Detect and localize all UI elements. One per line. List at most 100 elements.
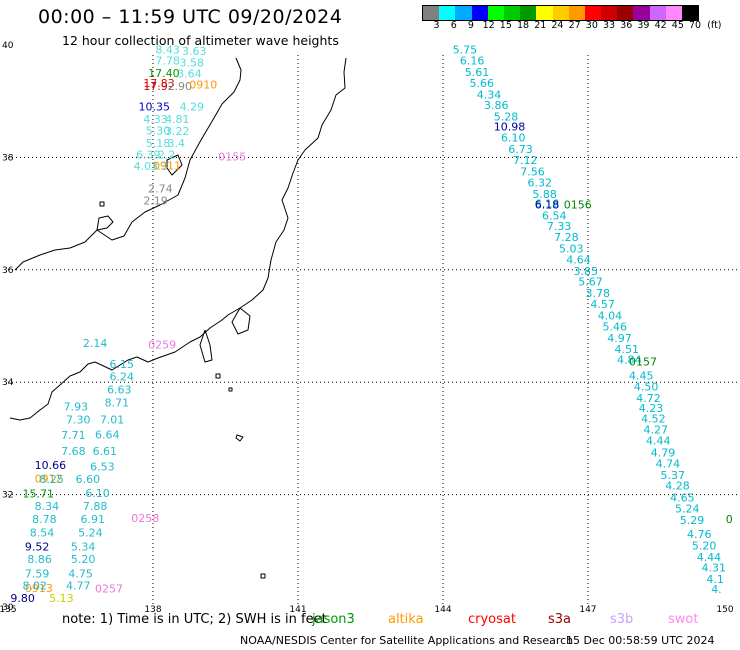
wave-height-value: 4.64	[566, 254, 591, 267]
colorbar-label: 12	[482, 20, 495, 31]
wave-height-value: 6.32	[528, 177, 553, 190]
wave-height-value: 4.57	[590, 298, 615, 311]
wave-height-value: 4.72	[636, 392, 661, 405]
wave-height-value: 6.60	[76, 473, 101, 486]
wave-height-value: 4.31	[702, 562, 727, 575]
wave-height-value: 4.44	[697, 551, 722, 564]
colorbar-swatch	[439, 6, 456, 20]
wave-height-value: 8.34	[35, 500, 60, 513]
wave-height-value: 7.12	[513, 154, 538, 167]
wave-height-value: 5.28	[494, 110, 519, 123]
colorbar-label: 3	[433, 20, 440, 31]
wave-height-value: 6.73	[508, 143, 533, 156]
wave-height-value: 5.29	[680, 514, 705, 527]
wave-height-value: 6.16	[535, 197, 560, 210]
colorbar-label: 24	[551, 20, 564, 31]
pass-time-label: 0257	[95, 582, 123, 595]
pass-time-label: 0910	[189, 78, 217, 91]
wave-height-value: 4.	[711, 583, 722, 596]
wave-height-value: 4.44	[646, 435, 671, 448]
colorbar-swatch	[487, 6, 504, 20]
colorbar-swatch	[682, 6, 699, 20]
wave-height-value: 4.04	[598, 309, 623, 322]
wave-height-value: 5.34	[71, 540, 96, 553]
wave-height-value: 3.58	[180, 56, 205, 69]
wave-height-value: 7.93	[64, 400, 89, 413]
lon-tick-label: 150	[716, 605, 733, 615]
wave-height-value: 6.64	[95, 428, 120, 441]
wave-height-value: 8.02	[22, 580, 47, 593]
colorbar-swatch	[423, 6, 440, 20]
colorbar-label: 39	[637, 20, 650, 31]
wave-height-value: 8.54	[30, 526, 55, 539]
legend-altika: altika	[388, 612, 424, 627]
wave-height-value: 5.20	[692, 540, 717, 553]
pass-time-label: 0259	[148, 339, 176, 352]
wave-height-value: 6.39	[136, 149, 161, 162]
colorbar-label: 6	[450, 20, 457, 31]
wave-height-value: 4.28	[665, 480, 690, 493]
colorbar-label: 15	[499, 20, 512, 31]
wave-height-value: 10.66	[35, 459, 66, 472]
wave-height-value: 6.53	[90, 461, 115, 474]
colorbar-label: 33	[603, 20, 616, 31]
wave-height-value: 7.56	[520, 165, 545, 178]
pass-time-label: 0911	[153, 159, 181, 172]
wave-height-value: 5.30	[146, 124, 171, 137]
wave-height-value: 4.77	[66, 580, 91, 593]
wave-height-value: 8.25	[39, 473, 64, 486]
footnote: note: 1) Time is in UTC; 2) SWH is in fe…	[62, 612, 327, 627]
lon-tick-label: 138	[144, 605, 161, 615]
small-island-1	[215, 373, 221, 379]
wave-height-value: 4.97	[607, 332, 632, 345]
wave-height-value: 2.90	[167, 80, 192, 93]
credit-line: NOAA/NESDIS Center for Satellite Applica…	[240, 634, 574, 647]
pass-time-label: 0	[726, 513, 733, 526]
wave-height-value: 6.24	[109, 371, 134, 384]
wave-height-value: 4.76	[687, 528, 712, 541]
colorbar-label: 42	[654, 20, 667, 31]
colorbar-swatch	[584, 6, 602, 20]
wave-height-value: 4.51	[615, 343, 640, 356]
map-subtitle: 12 hour collection of altimeter wave hei…	[62, 33, 339, 48]
lon-tick-label: 141	[289, 605, 306, 615]
wave-height-value: 5.75	[453, 43, 478, 56]
wave-height-value: 7.33	[547, 220, 572, 233]
wave-height-value: 8.43	[155, 43, 180, 56]
pass-time-label: 0155	[218, 150, 246, 163]
wave-height-value: 5.24	[78, 526, 103, 539]
small-island-3	[235, 434, 244, 442]
wave-height-value: 4.75	[68, 567, 93, 580]
colorbar-label: 36	[620, 20, 633, 31]
wave-height-value: 4.27	[644, 423, 669, 436]
lon-tick-label: 135	[0, 605, 17, 615]
pass-time-label: 0258	[131, 512, 159, 525]
colorbar-swatch	[601, 6, 618, 20]
wave-height-value: 5.66	[470, 77, 495, 90]
wave-height-value: 6.63	[107, 384, 132, 397]
wave-height-value: 6.10	[501, 132, 526, 145]
wave-height-value: 4.1	[706, 573, 724, 586]
wave-height-value: 6.18	[535, 199, 560, 212]
wave-height-value: 6.15	[109, 358, 134, 371]
lon-tick-label: 147	[579, 605, 596, 615]
wave-height-value: 2.14	[83, 337, 108, 350]
lat-tick-label: 40	[2, 41, 14, 51]
legend-cryosat: cryosat	[468, 612, 516, 627]
wave-height-value: 3.4	[167, 137, 185, 150]
colorbar-swatch	[455, 6, 472, 20]
wave-height-value: 6.16	[460, 55, 485, 68]
wave-height-value: 17.40	[148, 67, 180, 80]
wave-height-value: 17.92	[143, 80, 175, 93]
small-island-5	[99, 201, 105, 207]
colorbar-label: 45	[671, 20, 684, 31]
lat-tick-label: 38	[2, 153, 14, 163]
legend-s3a: s3a	[548, 612, 572, 627]
colorbar-swatch	[649, 6, 666, 20]
map-title: 00:00 – 11:59 UTC 09/20/2024	[38, 6, 343, 28]
wave-height-value: 8.71	[105, 396, 130, 409]
wave-height-value: 6.10	[85, 487, 110, 500]
wave-height-value: 5.46	[602, 321, 627, 334]
colorbar-label: 21	[534, 20, 547, 31]
